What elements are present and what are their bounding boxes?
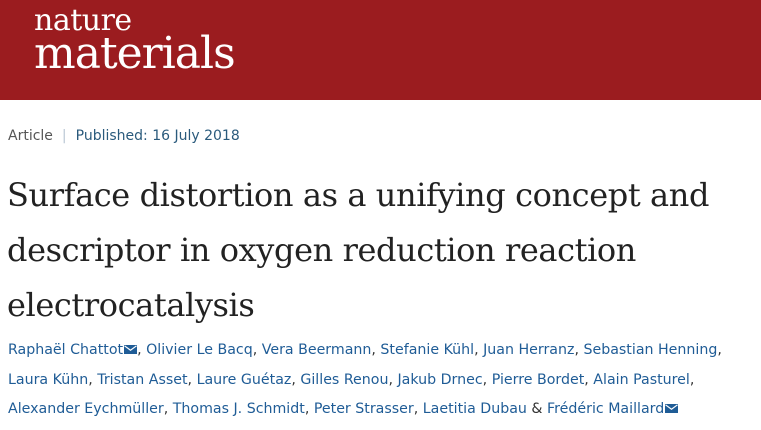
author-item: Peter Strasser,: [314, 401, 423, 417]
journal-logo[interactable]: nature materials: [34, 3, 236, 79]
author-link[interactable]: Raphaël Chattot: [8, 342, 124, 358]
author-item: Juan Herranz,: [483, 342, 583, 358]
author-separator: ,: [717, 342, 727, 358]
author-item: Vera Beermann,: [262, 342, 381, 358]
author-item: Alain Pasturel,: [593, 372, 699, 388]
article-type: Article: [8, 128, 53, 144]
author-item: Raphaël Chattot,: [8, 342, 146, 358]
author-link[interactable]: Pierre Bordet: [491, 371, 585, 388]
author-item: Thomas J. Schmidt,: [173, 401, 314, 417]
author-link[interactable]: Laetitia Dubau: [422, 401, 527, 417]
author-link[interactable]: Peter Strasser: [313, 401, 414, 417]
author-link[interactable]: Laura Kühn: [8, 371, 89, 388]
author-item: Stefanie Kühl,: [380, 342, 483, 358]
author-link[interactable]: Stefanie Kühl: [380, 342, 475, 358]
author-separator: ,: [304, 401, 314, 417]
author-item: Laura Kühn,: [8, 372, 97, 388]
author-item: Jakub Drnec,: [397, 372, 491, 388]
author-separator: ,: [371, 342, 381, 358]
logo-line-nature: nature: [34, 3, 132, 38]
author-separator: ,: [291, 371, 301, 388]
author-link[interactable]: Juan Herranz: [483, 342, 575, 358]
author-item: Pierre Bordet,: [492, 372, 594, 388]
author-link[interactable]: Vera Beermann: [261, 342, 372, 358]
author-separator: ,: [584, 371, 594, 388]
author-separator: ,: [252, 342, 262, 358]
envelope-icon[interactable]: [124, 345, 138, 354]
author-item: Olivier Le Bacq,: [146, 342, 262, 358]
author-separator: &: [526, 401, 547, 417]
author-separator: ,: [482, 371, 492, 388]
published-date: Published: 16 July 2018: [75, 128, 240, 144]
author-list: Raphaël Chattot, ​Olivier Le Bacq, ​Vera…: [8, 336, 758, 425]
envelope-icon[interactable]: [665, 404, 679, 413]
article-meta: Article | Published: 16 July 2018: [8, 128, 240, 144]
author-link[interactable]: Olivier Le Bacq: [146, 342, 253, 358]
author-item: Laetitia Dubau &: [423, 401, 547, 417]
journal-banner: nature materials: [0, 0, 761, 100]
meta-divider: |: [61, 128, 67, 144]
author-separator: ,: [88, 371, 98, 388]
author-item: Sebastian Henning,: [583, 342, 726, 358]
author-separator: ,: [187, 371, 197, 388]
author-link[interactable]: Sebastian Henning: [583, 342, 718, 358]
author-separator: ,: [474, 342, 484, 358]
author-link[interactable]: Laure Guétaz: [196, 371, 292, 388]
author-separator: ,: [413, 401, 423, 417]
author-link[interactable]: Thomas J. Schmidt: [172, 401, 305, 417]
author-separator: ,: [574, 342, 584, 358]
author-link[interactable]: Alain Pasturel: [593, 371, 690, 388]
author-separator: ,: [388, 371, 398, 388]
author-link[interactable]: Frédéric Maillard: [547, 401, 665, 417]
logo-line-materials: materials: [34, 28, 236, 79]
author-link[interactable]: Tristan Asset: [97, 371, 188, 388]
author-link[interactable]: Alexander Eychmüller: [8, 401, 164, 417]
article-title: Surface distortion as a unifying concept…: [7, 176, 710, 324]
author-item: Tristan Asset,: [97, 372, 196, 388]
author-item: Laure Guétaz,: [197, 372, 301, 388]
author-item: Frédéric Maillard: [547, 401, 679, 417]
author-link[interactable]: Gilles Renou: [300, 371, 389, 388]
author-item: Alexander Eychmüller,: [8, 401, 173, 417]
author-separator: ,: [137, 342, 147, 358]
author-item: Gilles Renou,: [300, 372, 397, 388]
author-separator: ,: [689, 371, 699, 388]
author-link[interactable]: Jakub Drnec: [397, 371, 483, 388]
author-separator: ,: [163, 401, 173, 417]
